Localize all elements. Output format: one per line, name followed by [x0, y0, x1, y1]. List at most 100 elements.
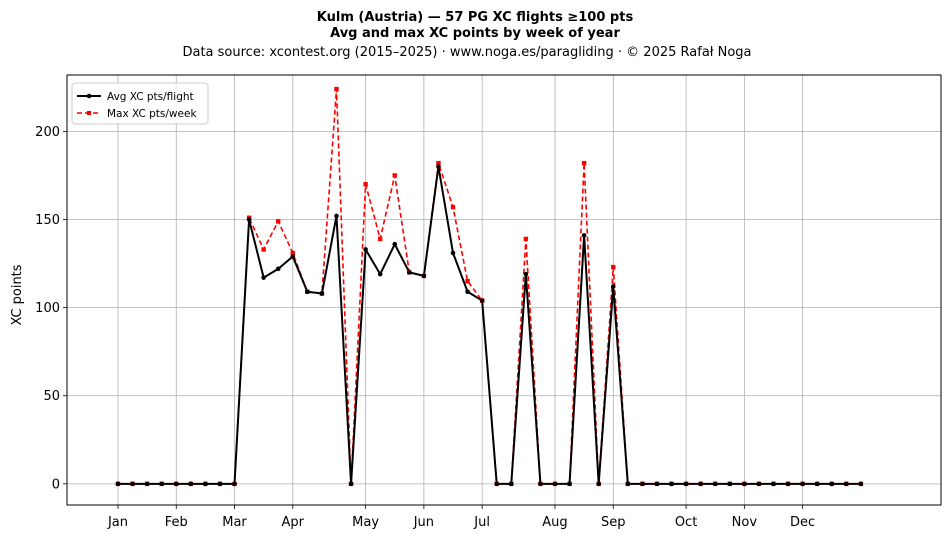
data-point-avg: [581, 233, 587, 238]
legend-marker-avg: [86, 93, 92, 99]
data-point-avg: [523, 271, 529, 277]
data-point-avg: [552, 481, 558, 487]
data-point-max: [334, 86, 339, 92]
data-point-max: [465, 278, 470, 284]
data-point-avg: [683, 481, 689, 487]
data-point-avg: [654, 481, 660, 487]
data-point-avg: [494, 481, 500, 487]
y-axis-label: XC points: [10, 264, 25, 325]
x-tick-label: Sep: [601, 515, 626, 530]
grid-layer: [67, 75, 941, 505]
data-point-avg: [290, 254, 296, 259]
data-point-max: [377, 236, 383, 242]
data-point-avg: [508, 481, 514, 487]
data-point-avg: [275, 266, 281, 272]
x-tick-label: Mar: [222, 515, 247, 530]
data-point-avg: [217, 481, 223, 487]
data-point-avg: [261, 275, 266, 280]
data-point-avg: [377, 271, 383, 277]
data-point-avg: [479, 298, 485, 303]
data-point-avg: [203, 481, 208, 487]
data-point-avg: [742, 481, 747, 487]
legend-label-avg: Avg XC pts/flight: [107, 91, 194, 103]
data-point-avg: [319, 291, 325, 296]
data-point-avg: [800, 481, 805, 487]
data-point-avg: [246, 217, 252, 222]
data-point-avg: [610, 284, 616, 289]
data-point-avg: [130, 481, 135, 487]
y-tick-label: 200: [35, 125, 60, 140]
y-tick-label: 0: [52, 477, 60, 492]
legend-label-max: Max XC pts/week: [107, 108, 197, 120]
chart-title-line1: Kulm (Austria) — 57 PG XC flights ≥100 p…: [317, 10, 634, 25]
chart-subtitle: Data source: xcontest.org (2015–2025) · …: [182, 45, 751, 60]
x-tick-label: Jul: [473, 515, 490, 530]
legend-frame: [71, 82, 209, 125]
data-point-avg: [814, 481, 820, 487]
data-point-avg: [538, 481, 543, 487]
data-point-avg: [115, 481, 121, 487]
data-point-avg: [159, 481, 164, 487]
data-point-avg: [727, 481, 733, 487]
data-point-max: [450, 204, 456, 210]
series-line-avg: [117, 165, 861, 485]
data-point-avg: [232, 481, 237, 487]
data-point-avg: [421, 273, 427, 279]
y-tick-label: 150: [35, 213, 60, 228]
data-point-avg: [596, 481, 601, 487]
data-point-avg: [305, 289, 310, 295]
data-point-avg: [363, 247, 368, 252]
series-layer: [115, 86, 864, 487]
x-tick-label: Oct: [675, 515, 697, 530]
x-tick-label: Dec: [790, 515, 815, 530]
data-point-max: [611, 264, 616, 270]
data-point-max: [363, 182, 368, 187]
data-point-avg: [844, 481, 849, 487]
data-point-avg: [829, 481, 835, 487]
x-tick-label: Nov: [732, 515, 758, 530]
data-point-avg: [334, 213, 339, 219]
x-ticks: Jan Feb Mar Apr May Jun Jul Aug Sep Oct Nov Dec: [107, 505, 815, 530]
chart-title-line2: Avg and max XC points by week of year: [330, 26, 620, 41]
data-point-max: [276, 219, 281, 224]
plot-frame: [66, 74, 942, 506]
data-point-avg: [858, 481, 864, 487]
data-point-avg: [188, 481, 194, 487]
data-point-avg: [144, 481, 150, 487]
legend-marker-max: [87, 111, 91, 115]
data-point-max: [436, 160, 441, 166]
y-ticks: 0 50 100 150 200: [35, 125, 67, 492]
y-tick-label: 100: [35, 301, 60, 316]
data-point-avg: [407, 270, 412, 275]
data-point-avg: [640, 481, 645, 487]
data-point-avg: [436, 164, 441, 169]
data-point-avg: [785, 481, 791, 487]
data-point-avg: [450, 250, 456, 256]
data-point-max: [392, 173, 397, 178]
x-tick-label: Feb: [165, 515, 188, 530]
data-point-avg: [392, 241, 398, 247]
data-point-max: [581, 160, 587, 166]
data-point-avg: [669, 481, 674, 487]
data-point-avg: [348, 481, 354, 487]
data-point-avg: [698, 481, 703, 487]
data-point-avg: [173, 481, 179, 487]
y-tick-label: 50: [43, 389, 60, 404]
data-point-max: [261, 247, 266, 252]
x-tick-label: Apr: [282, 515, 305, 530]
data-point-avg: [625, 481, 631, 487]
data-point-max: [523, 236, 529, 242]
data-point-max: [290, 250, 295, 256]
data-point-avg: [712, 481, 718, 487]
legend: Avg XC pts/flight Max XC pts/week: [71, 82, 209, 125]
x-tick-label: Jan: [107, 515, 128, 530]
x-tick-label: Jun: [413, 515, 434, 530]
x-tick-label: Aug: [542, 515, 567, 530]
x-tick-label: May: [352, 515, 379, 530]
data-point-avg: [465, 289, 470, 295]
data-point-avg: [567, 481, 572, 487]
data-point-avg: [756, 481, 762, 487]
series-line-max: [117, 88, 861, 485]
data-point-avg: [771, 481, 776, 487]
